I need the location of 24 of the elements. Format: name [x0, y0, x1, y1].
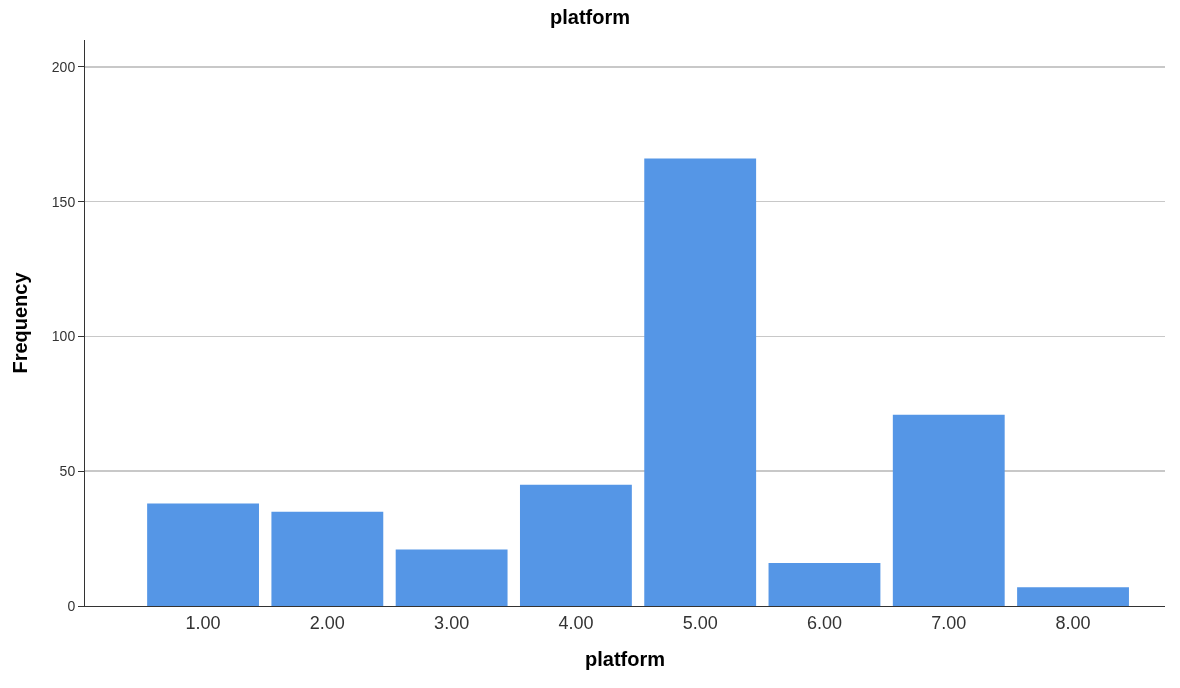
x-tick-label: 3.00	[434, 612, 470, 633]
bar	[644, 158, 757, 606]
bar	[519, 484, 632, 606]
y-tick-label: 200	[51, 58, 76, 75]
x-tick-label: 5.00	[682, 612, 718, 633]
x-tick-label: 1.00	[185, 612, 221, 633]
x-tick-label: 7.00	[931, 612, 967, 633]
y-tick-label: 50	[59, 463, 76, 480]
bar	[395, 549, 508, 606]
x-tick-label: 4.00	[558, 612, 594, 633]
chart-title: platform	[550, 6, 630, 29]
bar	[1017, 587, 1129, 606]
x-axis-title: platform	[585, 648, 665, 671]
x-tick-label: 6.00	[806, 612, 842, 633]
x-tick-label: 2.00	[309, 612, 345, 633]
bar	[892, 414, 1005, 606]
bar	[768, 562, 881, 606]
y-tick-label: 0	[67, 597, 76, 614]
y-tick-label: 100	[51, 328, 76, 345]
bar	[271, 511, 384, 606]
bar	[147, 503, 259, 606]
y-tick-label: 150	[51, 193, 76, 210]
y-axis-title: Frequency	[9, 271, 32, 374]
x-tick-label: 8.00	[1055, 612, 1091, 633]
